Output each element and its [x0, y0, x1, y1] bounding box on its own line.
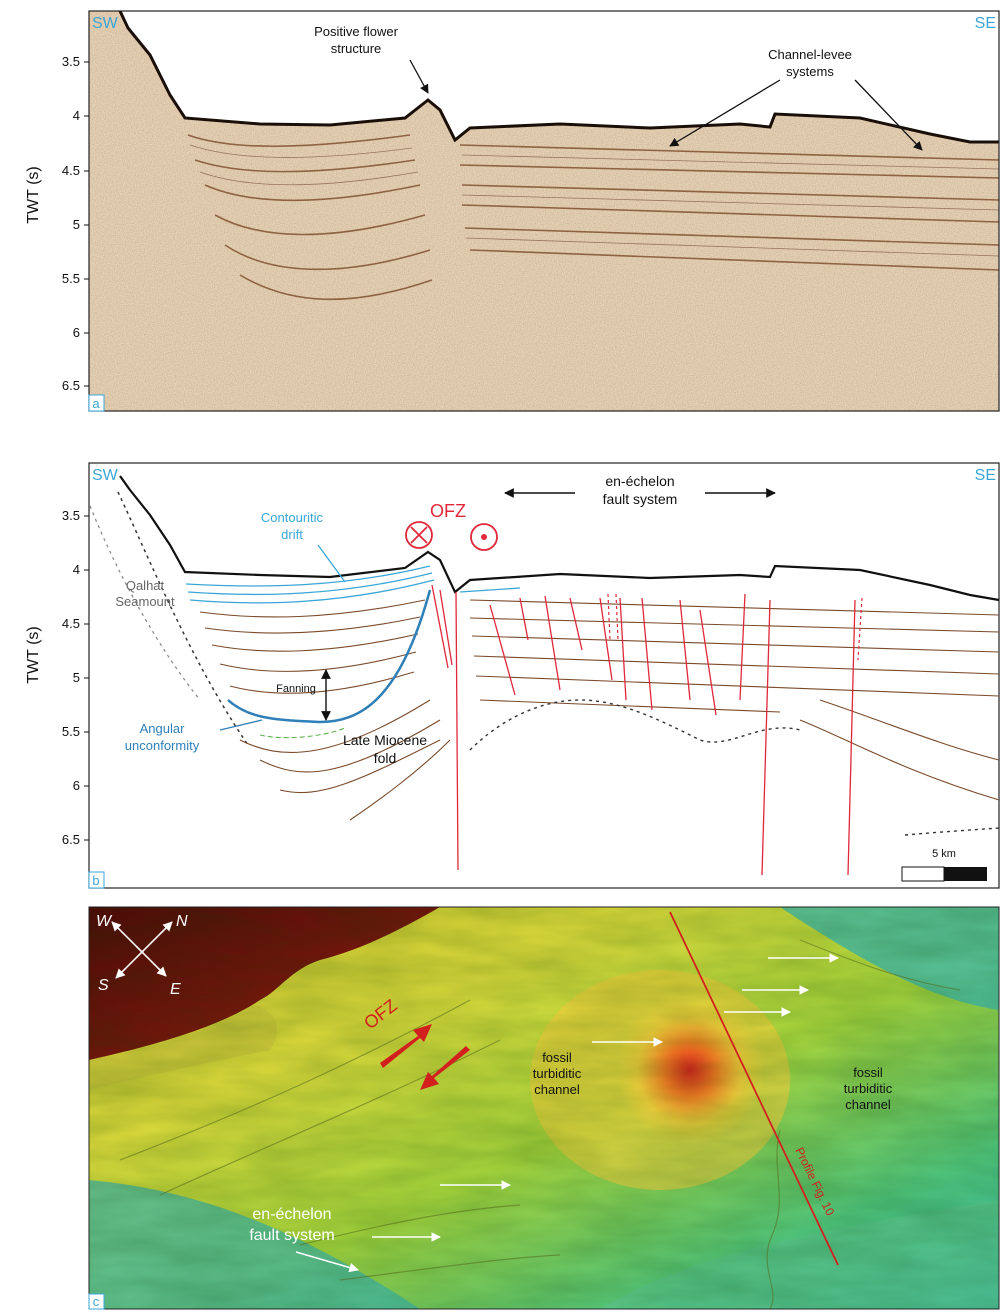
- compass-w: W: [96, 913, 113, 930]
- panel-a-dir-right: SE: [975, 15, 996, 32]
- channel-levee-label-2: systems: [786, 64, 834, 79]
- scale-bar: [901, 866, 945, 882]
- levee-arrow-2: [854, 79, 923, 151]
- flower-structure-label: Positive flower: [314, 24, 398, 39]
- panel-a-seismic: SW SE a TWT (s) 3.5 4 4.5 5 5.5 6 6.5 Po…: [25, 10, 1000, 412]
- scale-bar-label: 5 km: [932, 848, 956, 860]
- panel-b-dir-left: SW: [92, 467, 119, 484]
- unconformity-arrow: [219, 719, 263, 731]
- panel-c-bathymetry: W N S E OFZ fossil turbiditic channel fo…: [88, 906, 1000, 1310]
- channel-1-label-3: channel: [534, 1082, 580, 1097]
- panel-a-tick: 5.5: [62, 271, 80, 286]
- late-miocene-fold-label-2: fold: [374, 750, 397, 766]
- contouritic-drift-label-2: drift: [281, 527, 303, 542]
- compass-n: N: [176, 913, 188, 930]
- panel-a-dir-left: SW: [92, 15, 119, 32]
- panel-a-tick: 6: [73, 325, 80, 340]
- panel-b-fault-system-label-2: fault system: [603, 491, 678, 507]
- panel-b-tick: 4: [73, 562, 80, 577]
- angular-unconformity-label: Angular: [140, 721, 185, 736]
- drift-arrow: [317, 544, 346, 583]
- panel-a-tick: 4: [73, 108, 80, 123]
- panel-b-interpretation: OFZ en-échelon fault system Contouritic …: [25, 462, 1000, 889]
- fanning-label: Fanning: [276, 683, 316, 695]
- late-miocene-fold-label: Late Miocene: [343, 732, 427, 748]
- fault-out-of-page-symbol: [470, 523, 498, 551]
- channel-1-label-2: turbiditic: [533, 1066, 582, 1081]
- seamount-label: Qalhat: [126, 578, 165, 593]
- channel-2-label-3: channel: [845, 1097, 891, 1112]
- panel-b-tick: 3.5: [62, 508, 80, 523]
- panel-a-y-axis-label: TWT (s): [25, 166, 42, 223]
- contouritic-drift-label: Contouritic: [261, 510, 324, 525]
- panel-c-fault-system-label-2: fault system: [249, 1227, 334, 1244]
- seamount-label-2: Seamount: [115, 594, 175, 609]
- panel-a-tag: a: [92, 396, 100, 411]
- panel-b-tick: 4.5: [62, 616, 80, 631]
- profile-line: [669, 911, 839, 1266]
- compass-s: S: [98, 977, 109, 994]
- compass-e: E: [170, 981, 181, 998]
- flow-arrow: [295, 1251, 359, 1273]
- panel-a-tick: 5: [73, 217, 80, 232]
- panel-a-ticks: 3.5 4 4.5 5 5.5 6 6.5: [62, 54, 80, 393]
- flower-structure-label-2: structure: [331, 41, 382, 56]
- channel-levee-label: Channel-levee: [768, 47, 852, 62]
- flower-arrow: [409, 59, 429, 94]
- panel-c-tag: c: [93, 1294, 100, 1309]
- panel-b-dir-right: SE: [975, 467, 996, 484]
- ofz-arrow-up: [380, 1024, 432, 1068]
- panel-b-ticks: 3.5 4 4.5 5 5.5 6 6.5: [62, 508, 80, 847]
- angular-unconformity-label-2: unconformity: [125, 738, 200, 753]
- panel-b-tick: 5: [73, 670, 80, 685]
- panel-b-tick: 5.5: [62, 724, 80, 739]
- panel-b-tag: b: [92, 873, 99, 888]
- fault-into-page-symbol: [405, 521, 433, 549]
- panel-b-fault-system-label: en-échelon: [605, 473, 674, 489]
- channel-1-label: fossil: [542, 1050, 572, 1065]
- panel-b-tick: 6: [73, 778, 80, 793]
- panel-c-fault-system-label: en-échelon: [252, 1206, 331, 1223]
- panel-b-tick: 6.5: [62, 832, 80, 847]
- levee-arrow-1: [669, 79, 781, 147]
- panel-a-tick: 4.5: [62, 163, 80, 178]
- panel-b-ofz-label: OFZ: [430, 501, 466, 521]
- channel-2-label: fossil: [853, 1065, 883, 1080]
- compass: [111, 921, 173, 979]
- panel-a-tick: 3.5: [62, 54, 80, 69]
- channel-2-label-2: turbiditic: [844, 1081, 893, 1096]
- panel-a-tick: 6.5: [62, 378, 80, 393]
- ofz-arrow-down: [420, 1046, 470, 1090]
- panel-b-y-axis-label: TWT (s): [25, 626, 42, 683]
